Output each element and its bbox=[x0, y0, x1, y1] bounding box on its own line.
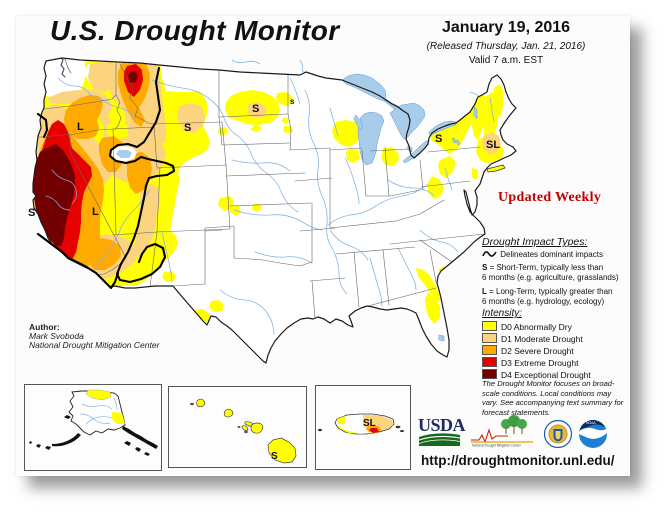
svg-text:S: S bbox=[28, 207, 35, 219]
svg-text:L: L bbox=[92, 206, 99, 218]
svg-text:S: S bbox=[252, 103, 259, 115]
svg-text:NOAA: NOAA bbox=[586, 421, 596, 425]
svg-text:SL: SL bbox=[486, 139, 500, 151]
svg-text:S: S bbox=[271, 451, 278, 462]
svg-text:National Drought Mitigation C: National Drought Mitigation Center bbox=[472, 444, 522, 448]
svg-text:L: L bbox=[77, 121, 84, 133]
svg-text:SL: SL bbox=[363, 418, 376, 429]
svg-text:s: s bbox=[290, 97, 295, 106]
svg-text:USDA: USDA bbox=[418, 415, 466, 435]
svg-text:S: S bbox=[184, 122, 191, 134]
svg-text:S: S bbox=[435, 133, 442, 145]
